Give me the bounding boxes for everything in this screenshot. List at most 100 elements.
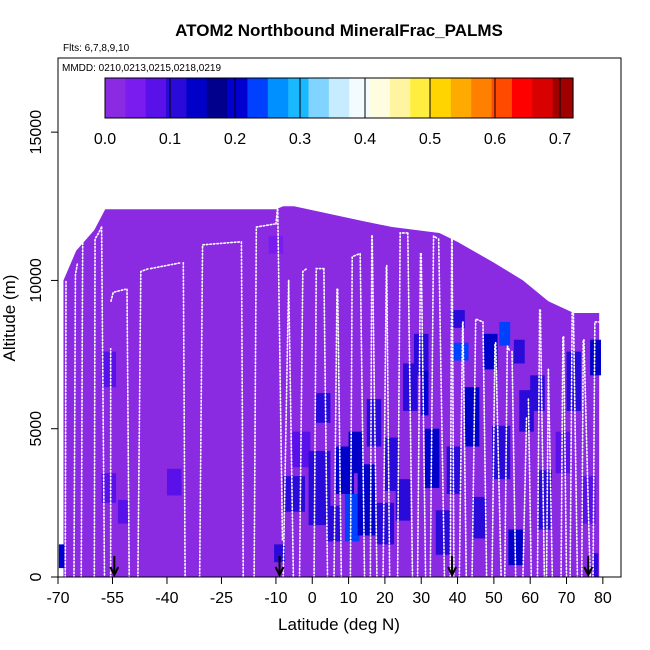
flight-track [494, 341, 502, 578]
arrow-markers [109, 556, 594, 578]
heatmap-cell [344, 493, 360, 542]
heatmap-cell [58, 544, 65, 569]
flight-track [539, 309, 546, 578]
colorbar-swatch [450, 78, 472, 118]
flight-track [253, 223, 275, 578]
flight-track [420, 252, 427, 578]
heatmap-cell [357, 464, 376, 536]
colorbar-swatch [267, 78, 289, 118]
x-tick-label: 60 [521, 590, 539, 607]
heatmap-cell [283, 476, 305, 512]
colorbar-swatch [471, 78, 493, 118]
colorbar-swatch [328, 78, 350, 118]
x-tick-label: 20 [376, 590, 394, 607]
colorbar-swatch [206, 78, 228, 118]
flight-track [545, 368, 550, 578]
flight-track [275, 208, 279, 225]
colorbar-tick-label: 0.0 [94, 131, 116, 148]
colorbar-swatch [511, 78, 533, 118]
colorbar-tick-label: 0.5 [419, 131, 441, 148]
colorbar-swatch [430, 78, 452, 118]
arrow-head [109, 566, 120, 578]
heatmap-cell [482, 333, 498, 370]
x-tick-label: 30 [412, 590, 430, 607]
heatmap-cell [450, 310, 465, 328]
colorbar-swatch [491, 78, 513, 118]
flight-track [462, 321, 468, 578]
heatmap-cell [592, 553, 599, 577]
arrow-head [274, 566, 285, 578]
colorbar [104, 77, 574, 119]
colorbar-swatch [166, 78, 187, 118]
flight-track [149, 261, 183, 270]
heatmap-cell [581, 476, 596, 524]
flight-track [451, 232, 455, 578]
heatmap-cell [117, 499, 129, 524]
heatmap-cell [590, 339, 602, 376]
flight-track [416, 252, 422, 578]
flight-track [182, 261, 186, 578]
heatmap-cell [101, 473, 117, 503]
heatmap-cell [315, 393, 331, 423]
down-arrow-marker [447, 556, 457, 578]
heatmap-cell [413, 333, 429, 376]
chart-title: ATOM2 Northbound MineralFrac_PALMS [175, 21, 503, 40]
y-axis-label: Altitude (m) [0, 275, 19, 362]
x-tick-label: -10 [264, 590, 287, 607]
colorbar-swatch [227, 78, 249, 118]
colorbar-tick-label: 0.6 [484, 131, 506, 148]
heatmap-cell [348, 431, 364, 474]
flight-track [287, 279, 295, 578]
flight-track [482, 321, 488, 578]
colorbar-swatch [247, 78, 269, 118]
colorbar-swatch [369, 78, 391, 118]
flight-track [385, 264, 391, 578]
flight-track [547, 368, 554, 578]
heatmap-cell [555, 431, 571, 474]
flight-track [333, 288, 338, 578]
heatmap-cell [421, 370, 429, 416]
x-tick-label: 0 [308, 590, 317, 607]
flight-track [396, 232, 408, 578]
flight-track [527, 398, 533, 578]
flight-track [93, 226, 103, 578]
flight-track [298, 267, 308, 578]
y-axis: 0 5000 10000 15000 [28, 110, 59, 581]
y-tick-label: 10000 [28, 258, 45, 303]
x-tick-label: 50 [485, 590, 503, 607]
flight-track [80, 241, 84, 578]
flight-track [349, 252, 361, 578]
flight-track [276, 208, 284, 543]
flights-subtitle: Flts: 6,7,8,9,10 [63, 43, 130, 54]
colorbar-swatch [186, 78, 208, 118]
flight-track [137, 267, 150, 578]
colorbar-swatch [552, 78, 574, 118]
flight-track [110, 288, 126, 302]
y-tick-label: 15000 [28, 110, 45, 155]
flight-track [313, 267, 324, 578]
heatmap-cell [472, 496, 487, 539]
colorbar-swatch [410, 78, 432, 118]
heatmap-cell [537, 470, 552, 530]
flight-track [511, 350, 517, 578]
flight-track [359, 252, 366, 578]
heatmap-cells [58, 206, 602, 578]
flight-track [429, 234, 439, 578]
colorbar-swatch [389, 78, 411, 118]
flight-track [336, 288, 343, 578]
colorbar-tick-label: 0.3 [289, 131, 311, 148]
x-axis-label: Latitude (deg N) [278, 615, 400, 634]
flight-track [536, 309, 541, 578]
down-arrow-marker [274, 556, 285, 578]
colorbar-swatch [532, 78, 554, 118]
flight-track [371, 235, 378, 578]
heatmap-cell [499, 321, 511, 346]
flight-track [240, 241, 245, 578]
x-axis: -70 -55 -40 -25 -10 0 10 20 30 40 50 60 70 80 [46, 576, 612, 607]
flight-track [471, 317, 484, 578]
arrow-head [583, 566, 594, 578]
x-tick-label: 80 [594, 590, 612, 607]
flight-track [198, 241, 241, 578]
flight-track [580, 338, 585, 578]
